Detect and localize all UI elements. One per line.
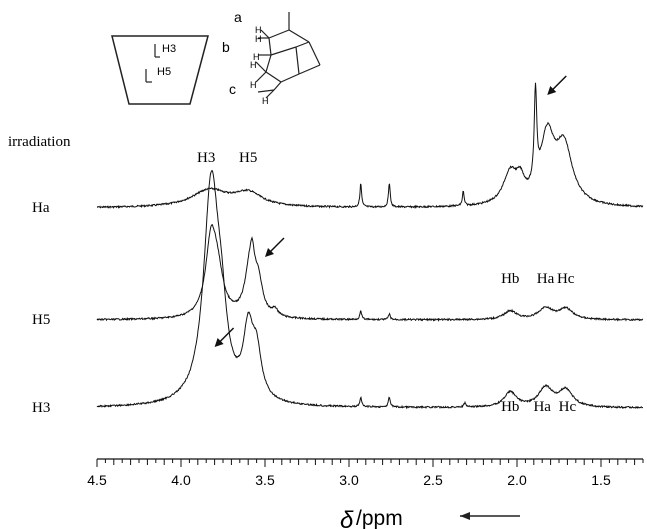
- guest-label-b: b: [222, 39, 230, 55]
- x-axis-label: δ /ppm: [340, 507, 403, 529]
- series-label-ha: Ha: [32, 200, 50, 216]
- hydrogen-label: H: [250, 60, 257, 70]
- peak-label-hb: Hb: [501, 399, 519, 415]
- guest-label-a: a: [234, 9, 242, 25]
- delta-symbol: δ: [340, 507, 354, 529]
- x-tick-label: 4.5: [87, 472, 107, 488]
- x-tick-label: 2.5: [423, 472, 443, 488]
- x-tick-label: 2.0: [507, 472, 527, 488]
- hydrogen-label: H: [255, 34, 262, 44]
- series-label-h3: H3: [32, 400, 50, 416]
- annotation-arrow: [265, 237, 285, 257]
- spectrum-trace-h5: [96, 224, 644, 323]
- guest-label-c: c: [229, 81, 236, 97]
- peak-label-h5: H5: [239, 150, 257, 166]
- adamantane-structure: [255, 12, 321, 99]
- hydrogen-label: H: [262, 96, 269, 106]
- annotation-arrow: [214, 327, 235, 347]
- x-tick-label: 3.5: [255, 472, 275, 488]
- peak-label-hc: Hc: [559, 399, 577, 415]
- peak-label-h3: H3: [197, 150, 215, 166]
- peak-label-ha: Ha: [537, 271, 555, 287]
- x-axis: 4.5 4.0 3.5 3.0 2.5 2.0 1.5: [87, 458, 644, 488]
- cyclodextrin-schematic: H3 H5: [111, 35, 209, 105]
- direction-arrow: [460, 512, 520, 520]
- hydrogen-label: H: [253, 52, 260, 62]
- x-tick-label: 3.0: [339, 472, 359, 488]
- x-tick-label: 1.5: [591, 472, 611, 488]
- peak-label-hc: Hc: [557, 271, 575, 287]
- cyclodextrin-label-h5: H5: [157, 66, 171, 78]
- hydrogen-label: H: [250, 80, 257, 90]
- series-label-h5: H5: [32, 312, 50, 328]
- annotation-arrow: [547, 75, 567, 95]
- hydrogen-label: H: [255, 25, 262, 35]
- irradiation-header: irradiation: [8, 134, 71, 150]
- adamantane-labels: a b c H H H H H H: [222, 9, 269, 106]
- ppm-unit: /ppm: [356, 507, 403, 529]
- peak-label-hb: Hb: [501, 271, 519, 287]
- spectrum-trace-h3: [96, 169, 643, 410]
- spectrum-trace-ha: [96, 82, 644, 210]
- x-tick-label: 4.0: [171, 472, 191, 488]
- peak-label-ha: Ha: [533, 399, 551, 415]
- cyclodextrin-label-h3: H3: [162, 43, 176, 55]
